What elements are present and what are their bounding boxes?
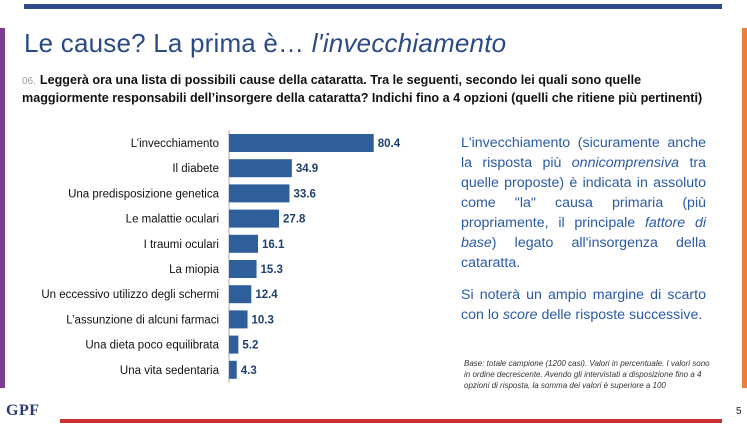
category-label: La miopia bbox=[169, 264, 219, 276]
data-label: 27.8 bbox=[283, 214, 306, 226]
question-text-block: 06. Leggerà ora una lista di possibili ca… bbox=[22, 72, 722, 107]
data-label: 4.3 bbox=[241, 365, 257, 377]
category-label: Una predisposizione genetica bbox=[68, 188, 219, 200]
data-label: 16.1 bbox=[262, 239, 285, 251]
data-label: 15.3 bbox=[261, 264, 283, 276]
title-emphasis: l'invecchiamento bbox=[311, 28, 507, 58]
data-label: 10.3 bbox=[252, 314, 274, 326]
commentary-text: L'invecchiamento (sicuramente anche la r… bbox=[461, 133, 706, 325]
question-number: 06. bbox=[22, 76, 36, 87]
commentary-paragraph-1: L'invecchiamento (sicuramente anche la r… bbox=[461, 135, 706, 271]
category-label: Una vita sedentaria bbox=[120, 365, 220, 377]
category-label: Un eccessivo utilizzo degli schermi bbox=[41, 289, 219, 301]
data-label: 5.2 bbox=[242, 340, 258, 352]
bar bbox=[229, 360, 237, 379]
page-number: 5 bbox=[736, 406, 742, 417]
left-accent-stripe bbox=[0, 28, 5, 388]
title-main: Le cause? La prima è… bbox=[24, 28, 305, 58]
bar bbox=[229, 134, 374, 152]
bar bbox=[229, 234, 258, 253]
category-label: L’assunzione di alcuni farmaci bbox=[66, 314, 219, 326]
gpf-logo: GPF bbox=[6, 402, 40, 419]
category-label: Una dieta poco equilibrata bbox=[85, 340, 219, 352]
bar bbox=[229, 335, 239, 354]
top-accent-bar bbox=[24, 4, 722, 9]
bar bbox=[229, 209, 280, 228]
commentary-paragraph-2: Si noterà un ampio margine di scarto con… bbox=[461, 287, 706, 323]
category-label: Le malattie oculari bbox=[126, 214, 219, 226]
slide-title: Le cause? La prima è… l'invecchiamento bbox=[24, 28, 506, 59]
bar bbox=[229, 184, 290, 203]
footnote: Base: totale campione (1200 casi). Valor… bbox=[464, 359, 710, 390]
question-text: Leggerà ora una lista di possibili cause… bbox=[22, 73, 703, 105]
data-label: 34.9 bbox=[296, 163, 318, 175]
data-label: 12.4 bbox=[255, 289, 278, 301]
bar bbox=[229, 260, 257, 278]
category-label: L’invecchiamento bbox=[131, 138, 219, 150]
category-label: I traumi oculari bbox=[144, 239, 219, 251]
data-label: 80.4 bbox=[378, 138, 401, 150]
bottom-accent-bar bbox=[60, 419, 722, 423]
bar bbox=[229, 159, 292, 178]
category-label: Il diabete bbox=[172, 163, 219, 175]
bar bbox=[229, 310, 248, 329]
bar bbox=[229, 285, 252, 304]
data-label: 33.6 bbox=[293, 188, 315, 200]
right-accent-stripe bbox=[742, 28, 747, 388]
